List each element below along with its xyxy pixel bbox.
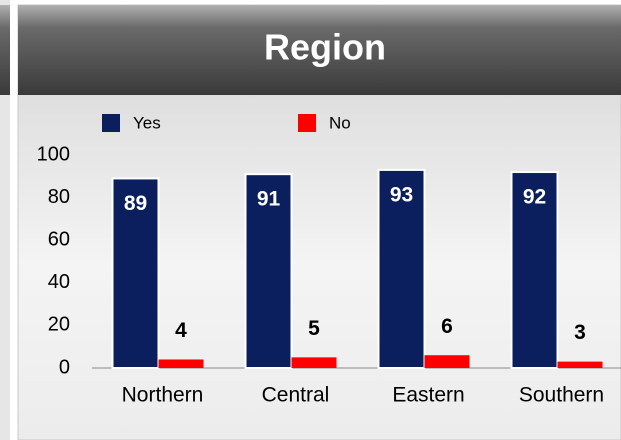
y-tick-label: 60 (48, 228, 70, 250)
bar (291, 357, 337, 368)
legend-label: No (329, 113, 351, 132)
x-tick-label: Southern (519, 384, 604, 407)
bar (510, 171, 559, 369)
y-tick-label: 80 (48, 186, 70, 208)
value-label: 91 (257, 188, 281, 211)
bar (557, 361, 603, 368)
value-label: 4 (175, 319, 187, 342)
x-tick-label: Central (262, 384, 330, 407)
y-tick-label: 20 (48, 314, 70, 336)
bar (158, 359, 204, 368)
value-label: 92 (523, 186, 546, 209)
x-tick-label: Eastern (392, 384, 464, 407)
value-label: 5 (308, 317, 320, 340)
legend-swatch (298, 114, 316, 132)
y-tick-label: 100 (37, 143, 70, 165)
bar (424, 355, 470, 368)
bar (244, 173, 293, 369)
value-label: 93 (390, 183, 413, 206)
bar (111, 177, 160, 369)
side-panel (0, 0, 10, 440)
bar (377, 168, 426, 369)
chart-title: Region (264, 27, 386, 68)
value-label: 6 (441, 315, 453, 338)
y-tick-label: 40 (48, 271, 70, 293)
x-tick-label: Northern (122, 384, 204, 407)
panel-header (18, 5, 621, 95)
value-label: 89 (124, 192, 147, 215)
y-tick-label: 0 (59, 356, 70, 378)
side-panel-header (0, 5, 10, 95)
legend-label: Yes (133, 113, 161, 132)
value-label: 3 (574, 321, 586, 344)
legend-swatch (102, 114, 120, 132)
